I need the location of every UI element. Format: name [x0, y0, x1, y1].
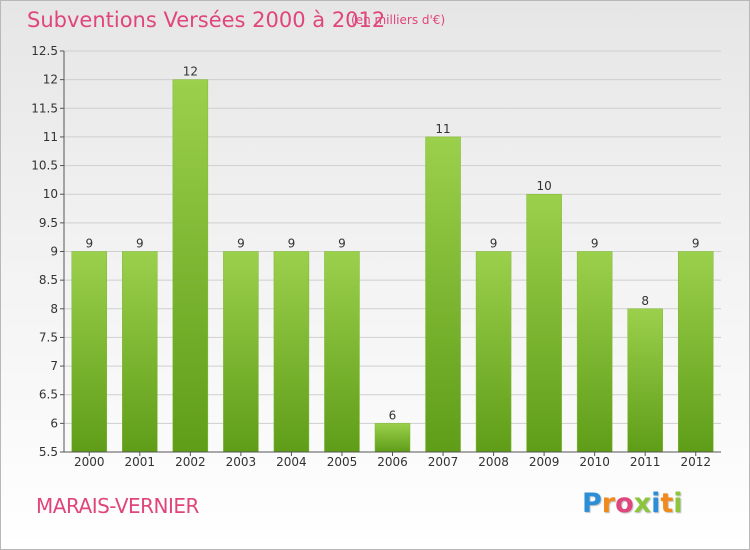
y-tick-label: 12 [43, 73, 58, 87]
bar-2011 [627, 308, 663, 453]
data-label: 9 [85, 237, 93, 251]
x-tick-label: 2007 [428, 455, 459, 469]
x-tick-label: 2012 [680, 455, 711, 469]
x-tick-label: 2000 [74, 455, 105, 469]
logo-letter: x [633, 488, 652, 519]
proxiti-logo[interactable]: Proxiti [582, 488, 683, 519]
y-tick-label: 12.5 [31, 44, 58, 58]
bars: 9 9 12 9 9 9 6 11 9 10 9 8 9 [71, 65, 714, 453]
y-tick-label: 6 [50, 416, 58, 430]
data-label: 9 [591, 237, 599, 251]
y-tick-label: 7.5 [39, 330, 58, 344]
bar-2012 [677, 251, 714, 453]
x-tick-label: 2009 [529, 455, 560, 469]
x-tick-label: 2002 [175, 455, 206, 469]
bar-2004 [273, 251, 310, 453]
logo-letter: P [582, 488, 602, 519]
data-label: 6 [389, 408, 397, 422]
x-tick-label: 2011 [630, 455, 661, 469]
data-label: 10 [536, 179, 551, 193]
logo-letter: o [615, 488, 634, 519]
commune-name: MARAIS-VERNIER [36, 494, 199, 518]
bar-2010 [576, 251, 613, 453]
bar-2003 [223, 251, 259, 453]
bar-2009 [526, 193, 562, 453]
bar-2001 [122, 251, 158, 453]
chart-unit: (en milliers d'€) [351, 13, 446, 27]
bar-2007 [425, 136, 461, 453]
x-tick-label: 2005 [327, 455, 358, 469]
logo-letter: i [673, 488, 683, 519]
chart-title: Subventions Versées 2000 à 2012 [27, 8, 386, 32]
x-tick-label: 2008 [478, 455, 509, 469]
logo-letter: t [660, 488, 674, 519]
y-tick-label: 7 [50, 359, 58, 373]
y-tick-label: 11 [43, 130, 58, 144]
data-label: 11 [435, 122, 450, 136]
bar-2006 [374, 423, 411, 453]
x-tick-label: 2003 [226, 455, 257, 469]
gridlines [64, 50, 721, 424]
y-tick-label: 6.5 [39, 388, 58, 402]
x-tick-label: 2006 [377, 455, 408, 469]
data-label: 9 [136, 237, 144, 251]
y-tick-label: 11.5 [31, 101, 58, 115]
data-label: 8 [641, 294, 649, 308]
data-label: 9 [692, 237, 700, 251]
x-tick-label: 2001 [125, 455, 156, 469]
y-tick-label: 5.5 [39, 445, 58, 459]
y-tick-label: 10.5 [31, 159, 58, 173]
data-label: 12 [183, 65, 198, 79]
logo-letter: i [651, 488, 661, 519]
data-label: 9 [237, 237, 245, 251]
y-tick-label: 9.5 [39, 216, 58, 230]
data-label: 9 [490, 237, 498, 251]
bar-2002 [172, 79, 209, 453]
x-tick-label: 2010 [579, 455, 610, 469]
data-label: 9 [288, 237, 296, 251]
x-tick-label: 2004 [276, 455, 307, 469]
y-tick-label: 8.5 [39, 273, 58, 287]
data-label: 9 [338, 237, 346, 251]
y-tick-label: 9 [50, 245, 58, 259]
y-tick-label: 8 [50, 302, 58, 316]
bar-2000 [71, 251, 108, 453]
y-tick-label: 10 [43, 187, 58, 201]
axes: 5.5 6 6.5 7 7.5 8 8.5 9 9.5 10 10.5 11 11.5 12 12.5 200… [31, 44, 721, 469]
bar-2008 [475, 251, 512, 453]
logo-letter: r [601, 488, 616, 519]
bar-2005 [324, 251, 360, 453]
